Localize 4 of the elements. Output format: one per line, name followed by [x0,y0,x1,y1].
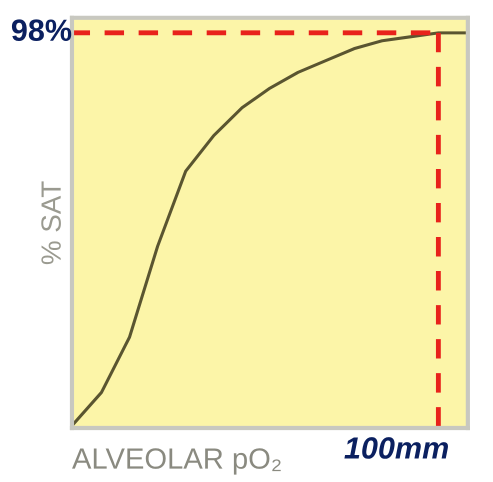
x-axis-title: ALVEOLAR pO₂ [72,448,281,475]
text: 98% [12,19,72,42]
y-axis-title: % SAT [41,181,61,264]
text: 100mm [344,437,448,459]
